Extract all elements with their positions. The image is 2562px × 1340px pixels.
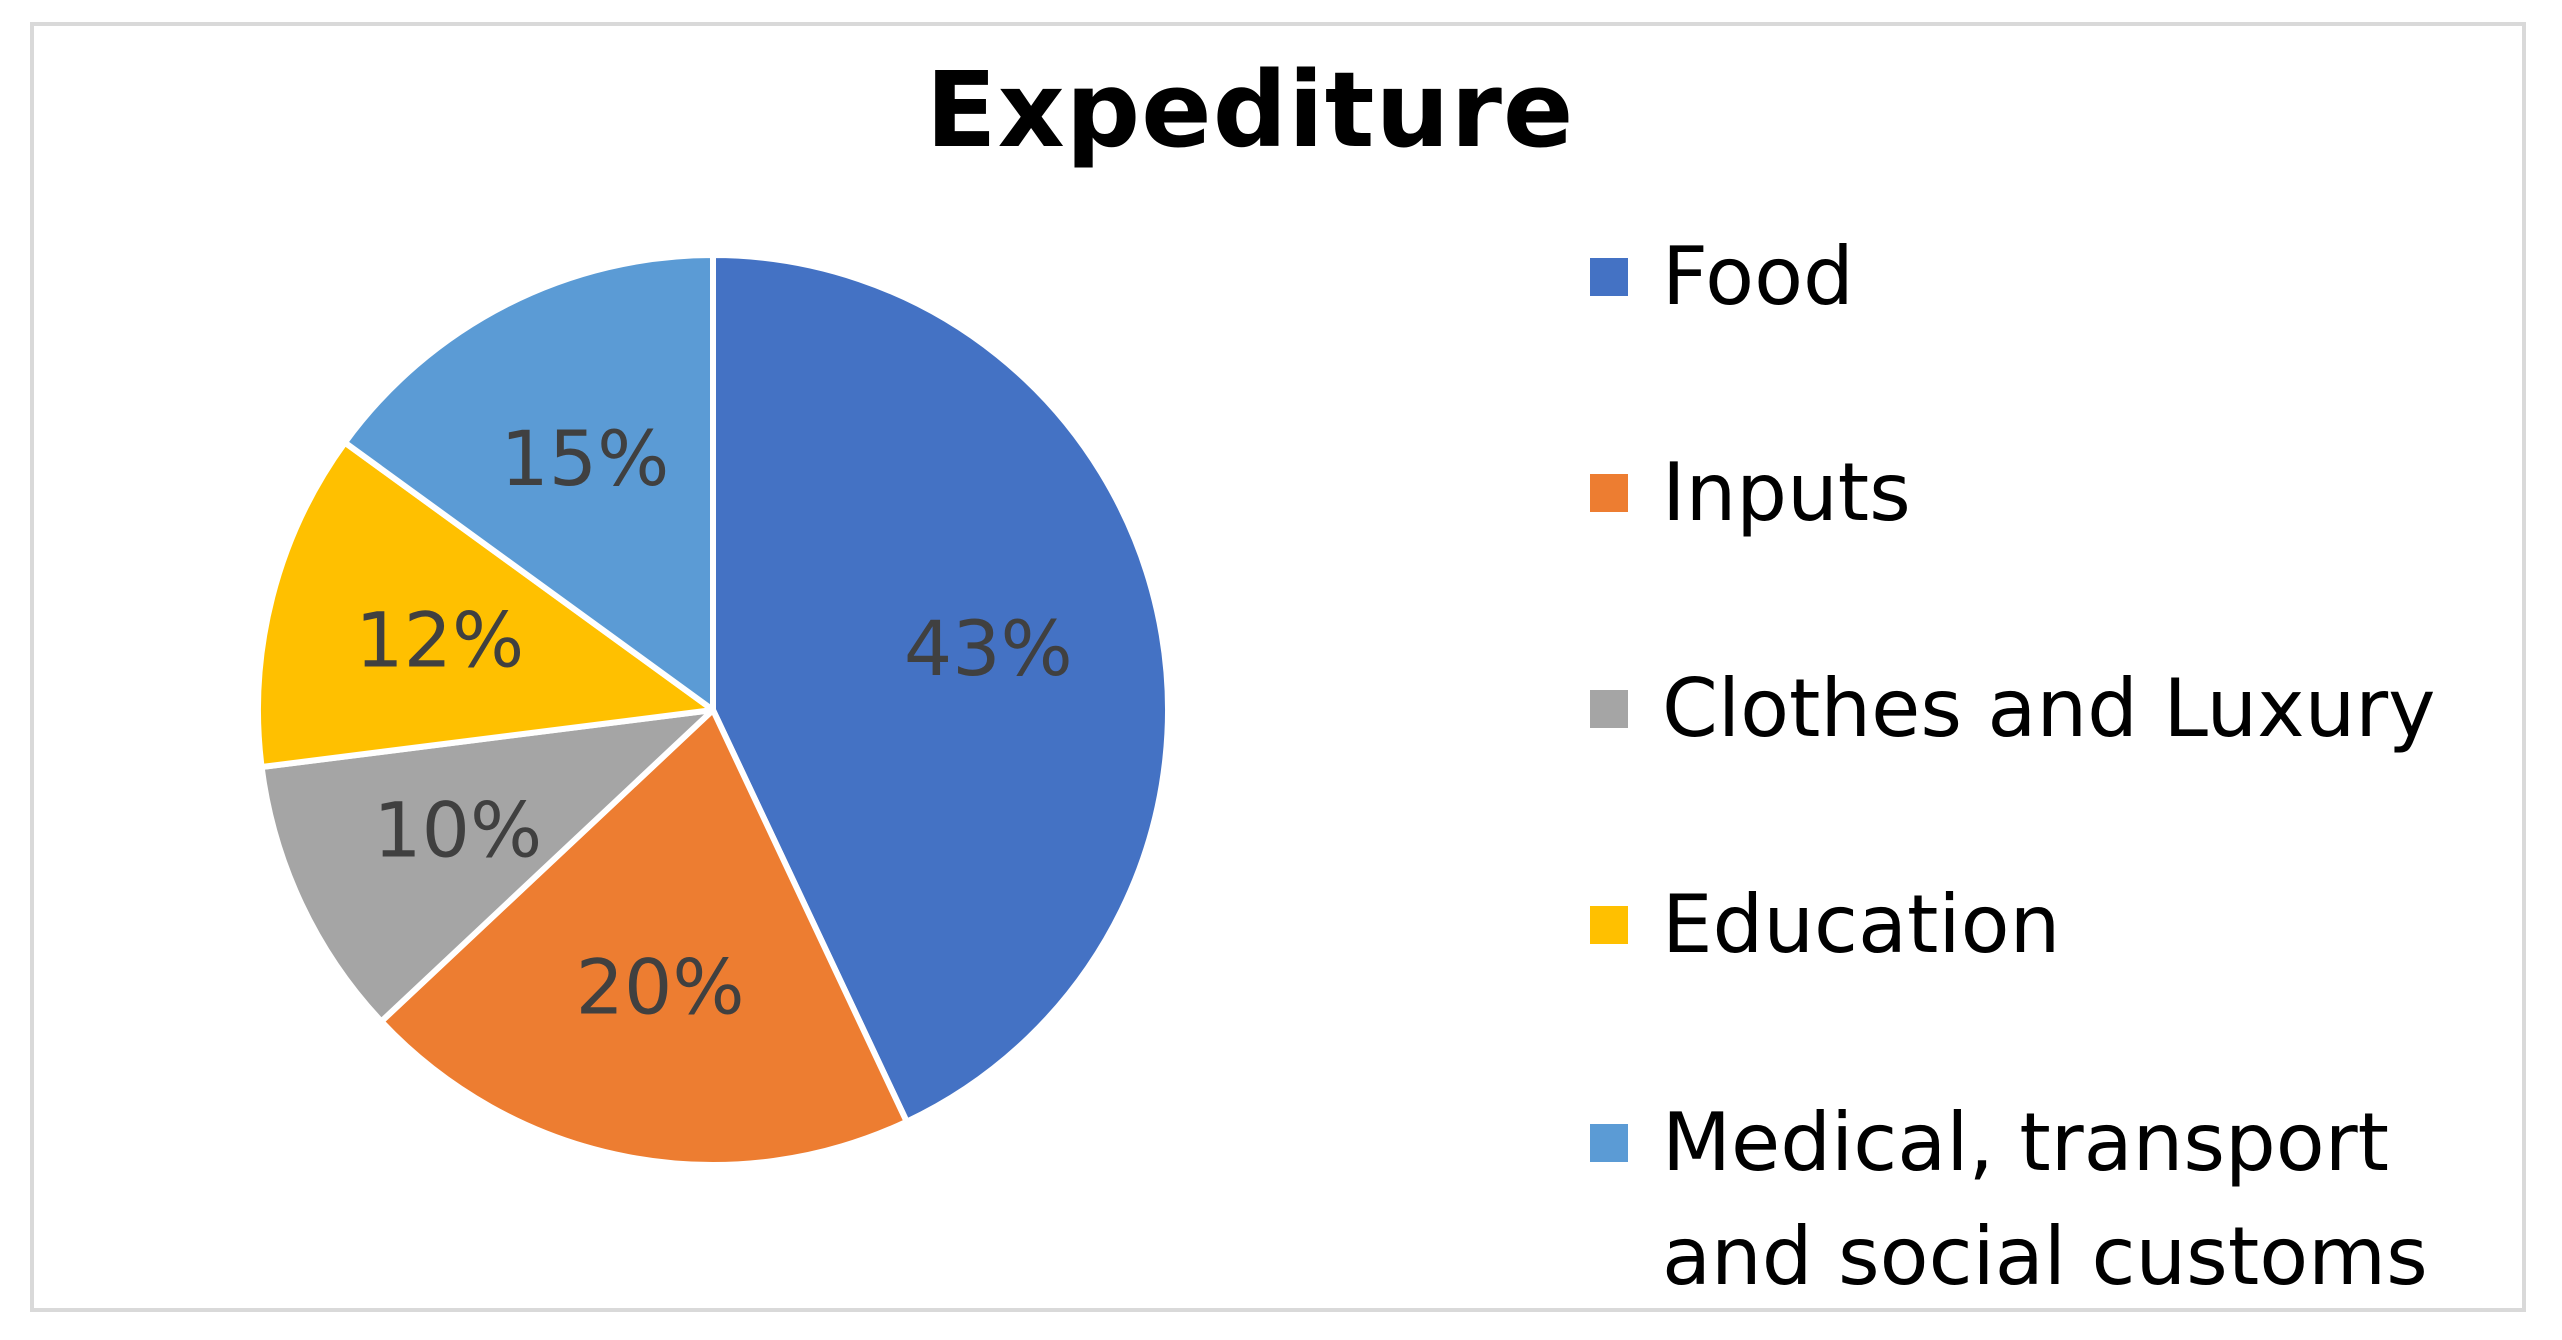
legend-label-inputs: Inputs [1662,446,1911,539]
pie-slice-food [710,252,1171,1125]
legend-swatch-food [1590,258,1628,296]
pie-slice-clothes-and-luxury [258,707,716,1025]
legend-label-food: Food [1662,230,1854,323]
data-label-clothes-and-luxury: 10% [373,786,542,875]
data-label-education: 12% [355,595,524,684]
legend-label-education: Education [1662,878,2061,971]
pie-slice-medical-transport-and-social-customs [341,252,716,713]
pie-slice-inputs [378,707,910,1168]
legend-swatch-medical-transport-social-customs [1590,1124,1628,1162]
pie-slice-education [255,439,716,771]
legend-swatch-inputs [1590,474,1628,512]
legend-swatch-clothes-and-luxury [1590,690,1628,728]
legend-label-medical-transport-social-customs: Medical, transport and social customs [1662,1096,2428,1303]
data-label-inputs: 20% [576,943,745,1032]
legend-swatch-education [1590,906,1628,944]
data-label-food: 43% [904,604,1073,693]
data-label-medical-transport-and-social-customs: 15% [500,414,669,503]
legend-label-clothes-and-luxury: Clothes and Luxury [1662,662,2436,755]
pie-slices [255,252,1171,1168]
chart-title: Expediture [925,49,1575,171]
pie-data-labels: 43% 20% 10% 12% 15% [355,414,1072,1031]
